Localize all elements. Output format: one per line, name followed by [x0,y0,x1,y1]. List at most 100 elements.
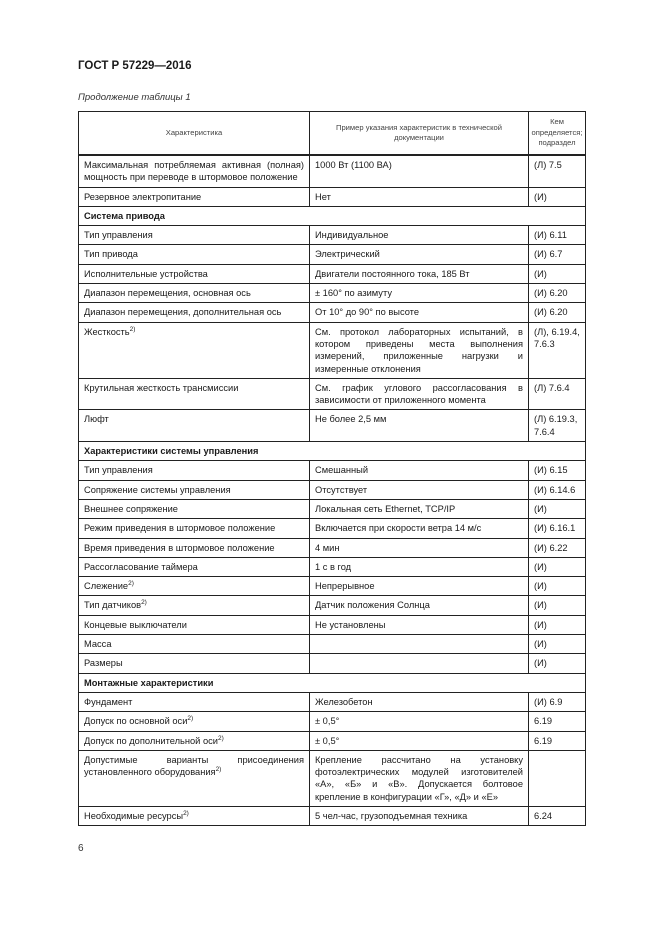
example-cell-text: Электрический [315,249,380,260]
example-cell: Локальная сеть Ethernet, TCP/IP [309,498,529,520]
footnote-marker: 2) [187,715,194,723]
example-cell-text: ± 160° по азимуту [315,288,392,299]
column-header-characteristic: Характеристика [78,111,310,156]
characteristic-cell-text: Исполнительные устройства [84,268,208,279]
table-row: Резервное электропитание Нет (И) [78,186,586,207]
example-cell: 5 чел-час, грузоподъемная техника [309,805,529,827]
defined-by-cell-text: (Л) 7.5 [534,160,562,170]
defined-by-cell-text: (И) 6.9 [534,696,563,707]
characteristic-cell-text: Крутильная жесткость трансмиссии [84,382,239,393]
characteristic-cell: Тип управления [78,460,310,481]
defined-by-cell-text: (И) [534,191,547,202]
defined-by-cell-text: (И) [534,600,547,611]
defined-by-cell: (И) [528,595,586,616]
example-cell-text: Крепление рассчитано на установку фотоэл… [315,754,523,802]
characteristic-cell-text: Допуск по основной оси [84,716,188,727]
characteristic-cell-text: Рассогласование таймера [84,561,198,572]
defined-by-cell: (И) 6.7 [528,244,586,265]
defined-by-cell: (И) [528,498,586,520]
example-cell-text: Датчик положения Солнца [315,600,430,611]
page-number: 6 [78,843,84,854]
characteristic-cell-text: Сопряжение системы управления [84,484,231,495]
characteristic-cell: Резервное электропитание [78,186,310,207]
table-row: Исполнительные устройства Двигатели посто… [78,263,586,285]
example-cell-text: Непрерывное [315,581,375,592]
example-cell: Двигатели постоянного тока, 185 Вт [309,263,529,285]
table-row: Размеры (И) [78,653,586,674]
example-cell: Датчик положения Солнца [309,595,529,616]
characteristic-cell-text: Размеры [84,658,123,669]
defined-by-cell-text: (И) [534,561,547,572]
defined-by-cell: (Л) 7.6.4 [528,377,586,411]
table-row: Концевые выключатели Не установлены (И) [78,614,586,636]
characteristic-cell-text: Внешнее сопряжение [84,503,178,514]
example-cell [309,653,529,674]
table-row: Режим приведения в штормовое положение Вк… [78,518,586,539]
characteristic-cell: Допустимые варианты присоединения устано… [78,749,310,807]
example-cell: Смешанный [309,460,529,481]
characteristic-cell-text: Жесткость [84,326,130,337]
defined-by-cell: (Л), 6.19.4, 7.6.3 [528,321,586,379]
table-header-row: Характеристика Пример указания характери… [78,111,586,156]
example-cell: От 10° до 90° по высоте [309,302,529,323]
defined-by-cell-text: (И) 6.22 [534,542,568,553]
defined-by-cell: 6.19 [528,730,586,751]
characteristic-cell-text: Диапазон перемещения, основная ось [84,288,251,299]
table-row: Масса (И) [78,634,586,655]
characteristic-cell-text: Фундамент [84,696,133,707]
example-cell-text: 1000 Вт (1100 ВА) [315,160,392,170]
characteristic-cell-text: Тип управления [84,230,153,241]
section-title: Система привода [78,205,586,227]
characteristic-cell: Максимальная потребляемая активная (полн… [78,154,310,188]
characteristic-cell: Режим приведения в штормовое положение [78,518,310,539]
example-cell: Включается при скорости ветра 14 м/с [309,518,529,539]
characteristic-cell-text: Резервное электропитание [84,191,202,202]
defined-by-cell: (Л) 6.19.3, 7.6.4 [528,409,586,443]
example-cell-text: 5 чел-час, грузоподъемная техника [315,810,468,821]
example-cell: ± 0,5° [309,711,529,732]
table-row: Фундамент Железобетон (И) 6.9 [78,691,586,713]
table-row: Допуск по дополнительной оси2) ± 0,5° 6.19 [78,730,586,751]
characteristic-cell: Люфт [78,409,310,443]
characteristic-cell-text: Необходимые ресурсы [84,810,184,821]
defined-by-cell: (И) [528,186,586,207]
table-row: Максимальная потребляемая активная (полн… [78,154,586,188]
section-title: Характеристики системы управления [78,441,586,462]
defined-by-cell-text: 6.19 [534,735,553,746]
defined-by-cell-text: (И) [534,619,547,630]
table-row: Допуск по основной оси2) ± 0,5° 6.19 [78,711,586,732]
characteristic-cell: Диапазон перемещения, основная ось [78,283,310,304]
characteristic-cell-text: Люфт [84,414,109,425]
example-cell-text: От 10° до 90° по высоте [315,307,419,318]
example-cell [309,634,529,655]
characteristic-cell-text: Масса [84,639,112,650]
characteristic-cell-text: Режим приведения в штормовое положение [84,523,276,534]
characteristic-cell-text: Допустимые варианты присоединения устано… [84,754,304,778]
characteristic-cell: Исполнительные устройства [78,263,310,285]
example-cell: Не более 2,5 мм [309,409,529,443]
characteristic-cell: Необходимые ресурсы2) [78,805,310,827]
defined-by-cell-text: 6.24 [534,810,553,821]
table-row: Рассогласование таймера 1 с в год (И) [78,556,586,578]
defined-by-cell: 6.19 [528,711,586,732]
section-row: Монтажные характеристики [78,672,586,693]
defined-by-cell-text: (И) [534,503,547,514]
characteristic-cell-text: Тип датчиков [84,600,142,611]
document-code: ГОСТ Р 57229—2016 [78,60,192,72]
defined-by-cell-text: (И) 6.20 [534,288,568,299]
table-row: Тип управления Смешанный (И) 6.15 [78,460,586,481]
characteristic-cell: Тип датчиков2) [78,595,310,616]
footnote-marker: 2) [217,734,224,742]
table-row: Тип привода Электрический (И) 6.7 [78,244,586,265]
defined-by-cell: (И) [528,263,586,285]
defined-by-cell: (И) 6.9 [528,691,586,713]
column-header-example: Пример указания характеристик в техничес… [309,111,529,156]
table-row: Люфт Не более 2,5 мм (Л) 6.19.3, 7.6.4 [78,409,586,443]
characteristic-cell: Диапазон перемещения, дополнительная ось [78,302,310,323]
example-cell: Электрический [309,244,529,265]
example-cell-text: Отсутствует [315,484,368,495]
defined-by-cell-text: (И) [534,268,547,279]
example-cell-text: ± 0,5° [315,735,340,746]
example-cell-text: Не более 2,5 мм [315,414,387,425]
defined-by-cell-text: (И) 6.14.6 [534,484,576,495]
